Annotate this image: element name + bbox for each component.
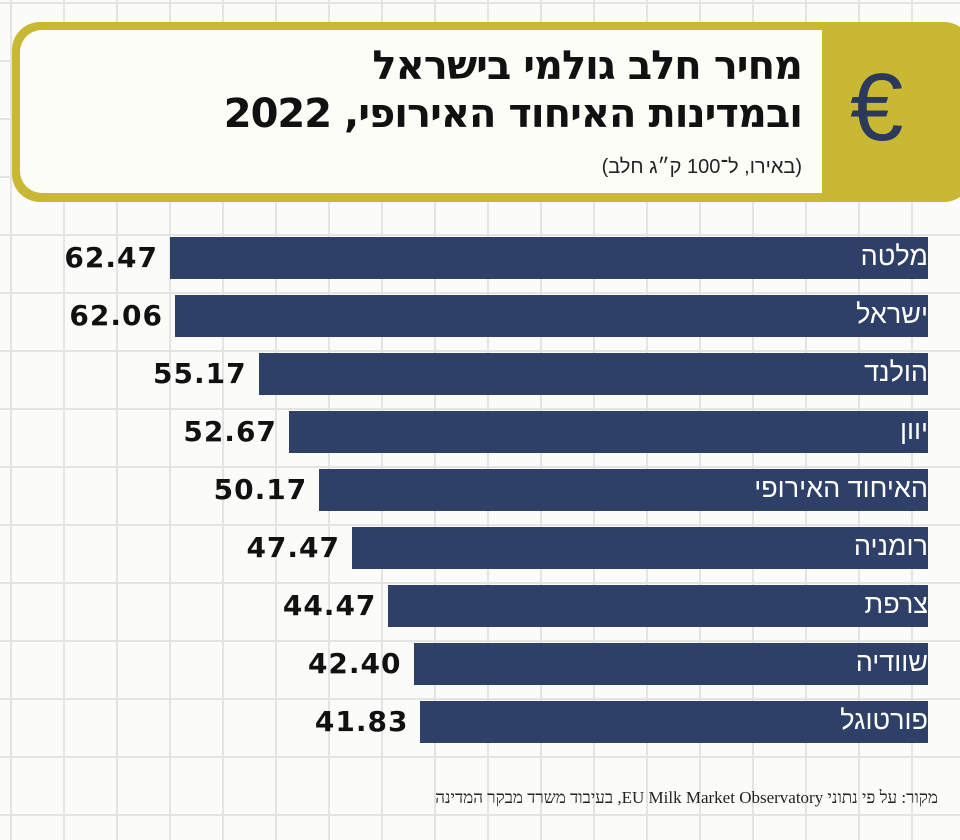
bar-category-label: פורטוגל (840, 705, 928, 735)
euro-icon: € (850, 54, 904, 161)
bar-category-label: יוון (899, 415, 928, 445)
bar-value-label: 52.67 (183, 415, 277, 448)
bar (388, 585, 928, 627)
bar-category-label: ישראל (856, 299, 928, 329)
title-line-2: ובמדינות האיחוד האירופי, 2022 (223, 91, 803, 137)
bar-category-label: שוודיה (855, 647, 928, 677)
header-panel (20, 30, 822, 193)
bar (170, 237, 928, 279)
title-line-1: מחיר חלב גולמי בישראל (372, 43, 803, 89)
bar-category-label: רומניה (853, 531, 928, 561)
bar-value-label: 55.17 (153, 357, 247, 390)
bar (319, 469, 928, 511)
bar-value-label: 42.40 (307, 647, 402, 680)
bar-value-label: 47.47 (246, 531, 341, 564)
bar-category-label: מלטה (860, 241, 928, 271)
bar-value-label: 50.17 (213, 473, 308, 506)
bar-category-label: הולנד (864, 357, 928, 387)
bar (288, 411, 928, 453)
header-frame (12, 22, 960, 202)
bar-value-label: 62.06 (69, 299, 163, 332)
bar (420, 701, 928, 743)
bar (352, 527, 928, 569)
bar-category-label: צרפת (864, 589, 928, 619)
chart-title: מחיר חלב גולמי בישראל ובמדינות האיחוד הא… (223, 42, 803, 138)
bar (413, 643, 928, 685)
source-note: מקור: על פי נתוני EU Milk Market Observa… (435, 788, 938, 807)
bar (174, 295, 928, 337)
bar-category-label: האיחוד האירופי (754, 473, 928, 503)
chart-subtitle: (באירו, ל־100 ק״ג חלב) (601, 156, 802, 178)
bar-value-label: 62.47 (64, 241, 158, 274)
bar-value-label: 44.47 (282, 589, 377, 622)
bar (258, 353, 928, 395)
bar-value-label: 41.83 (314, 705, 409, 738)
